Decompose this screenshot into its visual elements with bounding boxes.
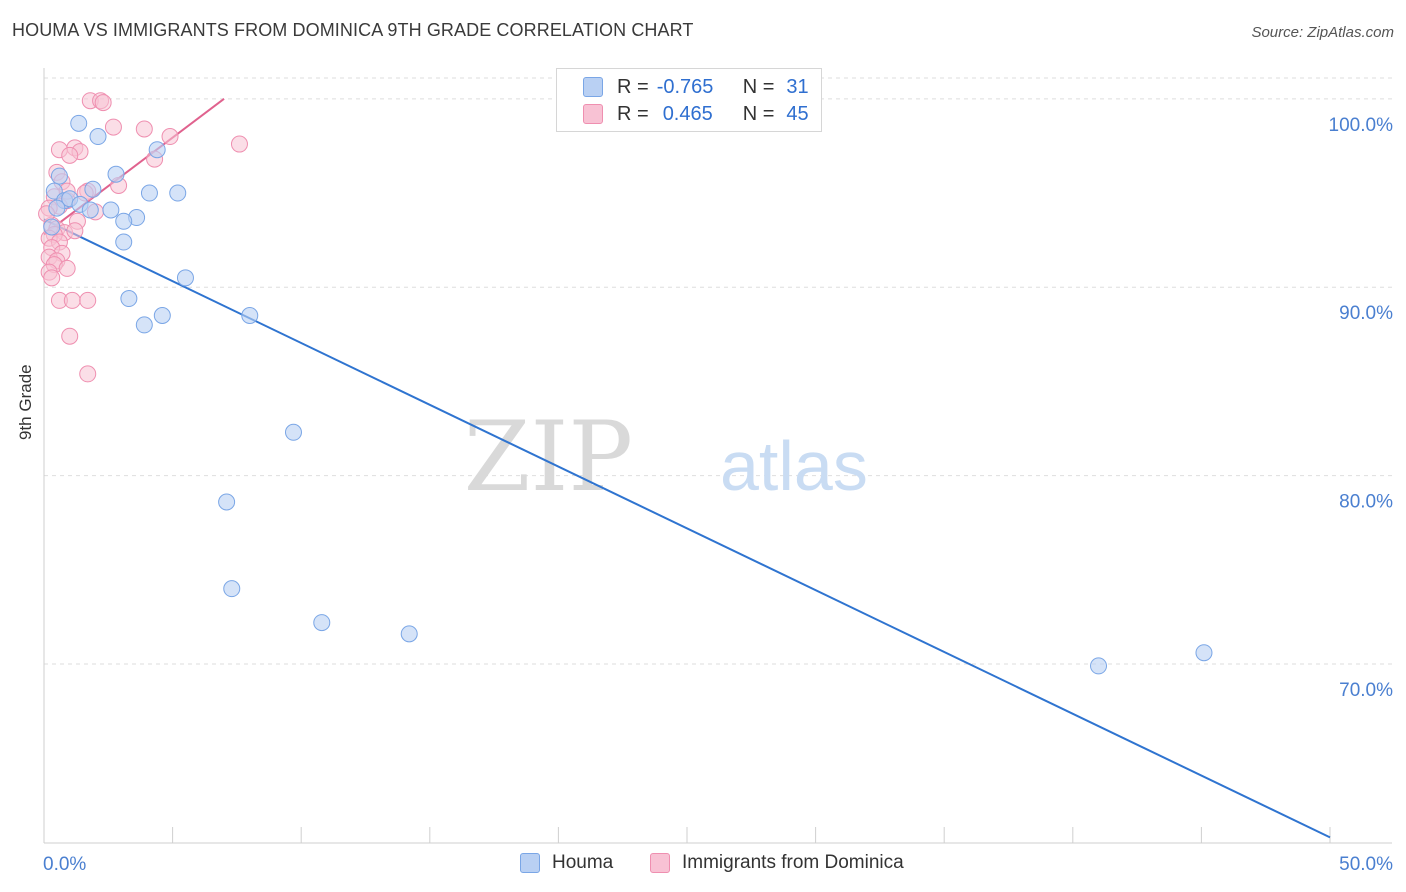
data-point-houma	[70, 114, 88, 132]
data-point-dominica	[230, 135, 248, 153]
y-tick-label: 70.0%	[1339, 680, 1393, 701]
data-point-dominica	[104, 118, 122, 136]
data-point-dominica	[58, 259, 76, 277]
x-tick-label: 50.0%	[1339, 854, 1393, 875]
data-point-houma	[153, 306, 171, 324]
watermark: ZIP atlas	[464, 401, 868, 513]
y-tick-label: 100.0%	[1329, 115, 1394, 136]
data-point-dominica	[66, 222, 84, 240]
data-point-dominica	[43, 269, 61, 287]
trend-line-dominica	[43, 98, 225, 236]
source-label: Source: ZipAtlas.com	[1251, 24, 1394, 41]
data-point-houma	[223, 580, 241, 598]
legend-swatch-dominica	[650, 853, 670, 873]
legend-swatch-houma	[583, 77, 603, 97]
chart-title: HOUMA VS IMMIGRANTS FROM DOMINICA 9TH GR…	[12, 20, 694, 40]
data-point-houma	[107, 165, 125, 183]
legend-r-label: R =	[617, 102, 649, 125]
data-point-houma	[148, 141, 166, 159]
data-point-houma	[102, 201, 120, 219]
data-point-houma	[400, 625, 418, 643]
data-point-dominica	[61, 146, 79, 164]
legend-r-label: R =	[617, 75, 649, 98]
watermark-zip: ZIP	[464, 401, 633, 513]
data-point-houma	[84, 180, 102, 198]
data-point-houma	[43, 218, 61, 236]
legend-n-value: 31	[786, 75, 809, 98]
data-point-houma	[1195, 644, 1213, 662]
legend-r-value: 0.465	[662, 102, 713, 125]
data-point-dominica	[135, 120, 153, 138]
legend-n-label: N =	[742, 75, 775, 98]
legend-item-dominica[interactable]: Immigrants from Dominica	[650, 852, 904, 874]
y-tick-label: 90.0%	[1339, 303, 1393, 324]
axes	[43, 68, 1392, 844]
data-point-dominica	[63, 291, 81, 309]
data-point-houma	[169, 184, 187, 202]
data-point-houma	[313, 614, 331, 632]
data-point-dominica	[94, 94, 112, 112]
tick-labels: 70.0% 80.0% 90.0% 100.0% 0.0% 50.0%	[43, 115, 1393, 875]
trend-lines	[43, 98, 1331, 839]
data-point-houma	[1090, 657, 1108, 675]
legend-n-value: 45	[786, 102, 809, 125]
series-legend: Houma Immigrants from Dominica	[0, 852, 1406, 878]
legend-item-houma[interactable]: Houma	[520, 852, 613, 874]
data-point-houma	[50, 167, 68, 185]
data-point-houma	[115, 233, 133, 251]
data-point-houma	[176, 269, 194, 287]
series-houma-points	[43, 114, 1213, 675]
legend-label-houma: Houma	[552, 852, 614, 873]
y-tick-label: 80.0%	[1339, 492, 1393, 513]
legend-r-value: -0.765	[656, 75, 714, 98]
x-tick-label: 0.0%	[43, 854, 86, 875]
data-point-houma	[218, 493, 236, 511]
watermark-atlas: atlas	[720, 427, 868, 505]
gridlines	[44, 77, 1392, 665]
data-point-houma	[115, 212, 133, 230]
data-point-houma	[135, 316, 153, 334]
data-point-houma	[140, 184, 158, 202]
legend-swatch-dominica	[583, 104, 603, 124]
legend-swatch-houma	[520, 853, 540, 873]
data-point-houma	[89, 128, 107, 146]
series-dominica-points	[38, 92, 248, 383]
legend-label-dominica: Immigrants from Dominica	[682, 852, 904, 873]
data-point-dominica	[79, 365, 97, 383]
data-point-dominica	[61, 327, 79, 345]
data-point-houma	[120, 290, 138, 308]
legend-row-houma: R = -0.765 N = 31	[557, 74, 809, 100]
data-point-houma	[284, 423, 302, 441]
trend-line-houma	[43, 218, 1331, 839]
stats-legend: R = -0.765 N = 31 R = 0.465 N = 45	[556, 68, 822, 132]
legend-n-label: N =	[742, 102, 775, 125]
data-point-houma	[81, 201, 99, 219]
y-axis-label: 9th Grade	[16, 364, 35, 440]
data-point-houma	[241, 306, 259, 324]
data-point-houma	[48, 199, 66, 217]
data-point-dominica	[161, 128, 179, 146]
legend-row-dominica: R = 0.465 N = 45	[557, 101, 809, 127]
data-point-dominica	[79, 291, 97, 309]
